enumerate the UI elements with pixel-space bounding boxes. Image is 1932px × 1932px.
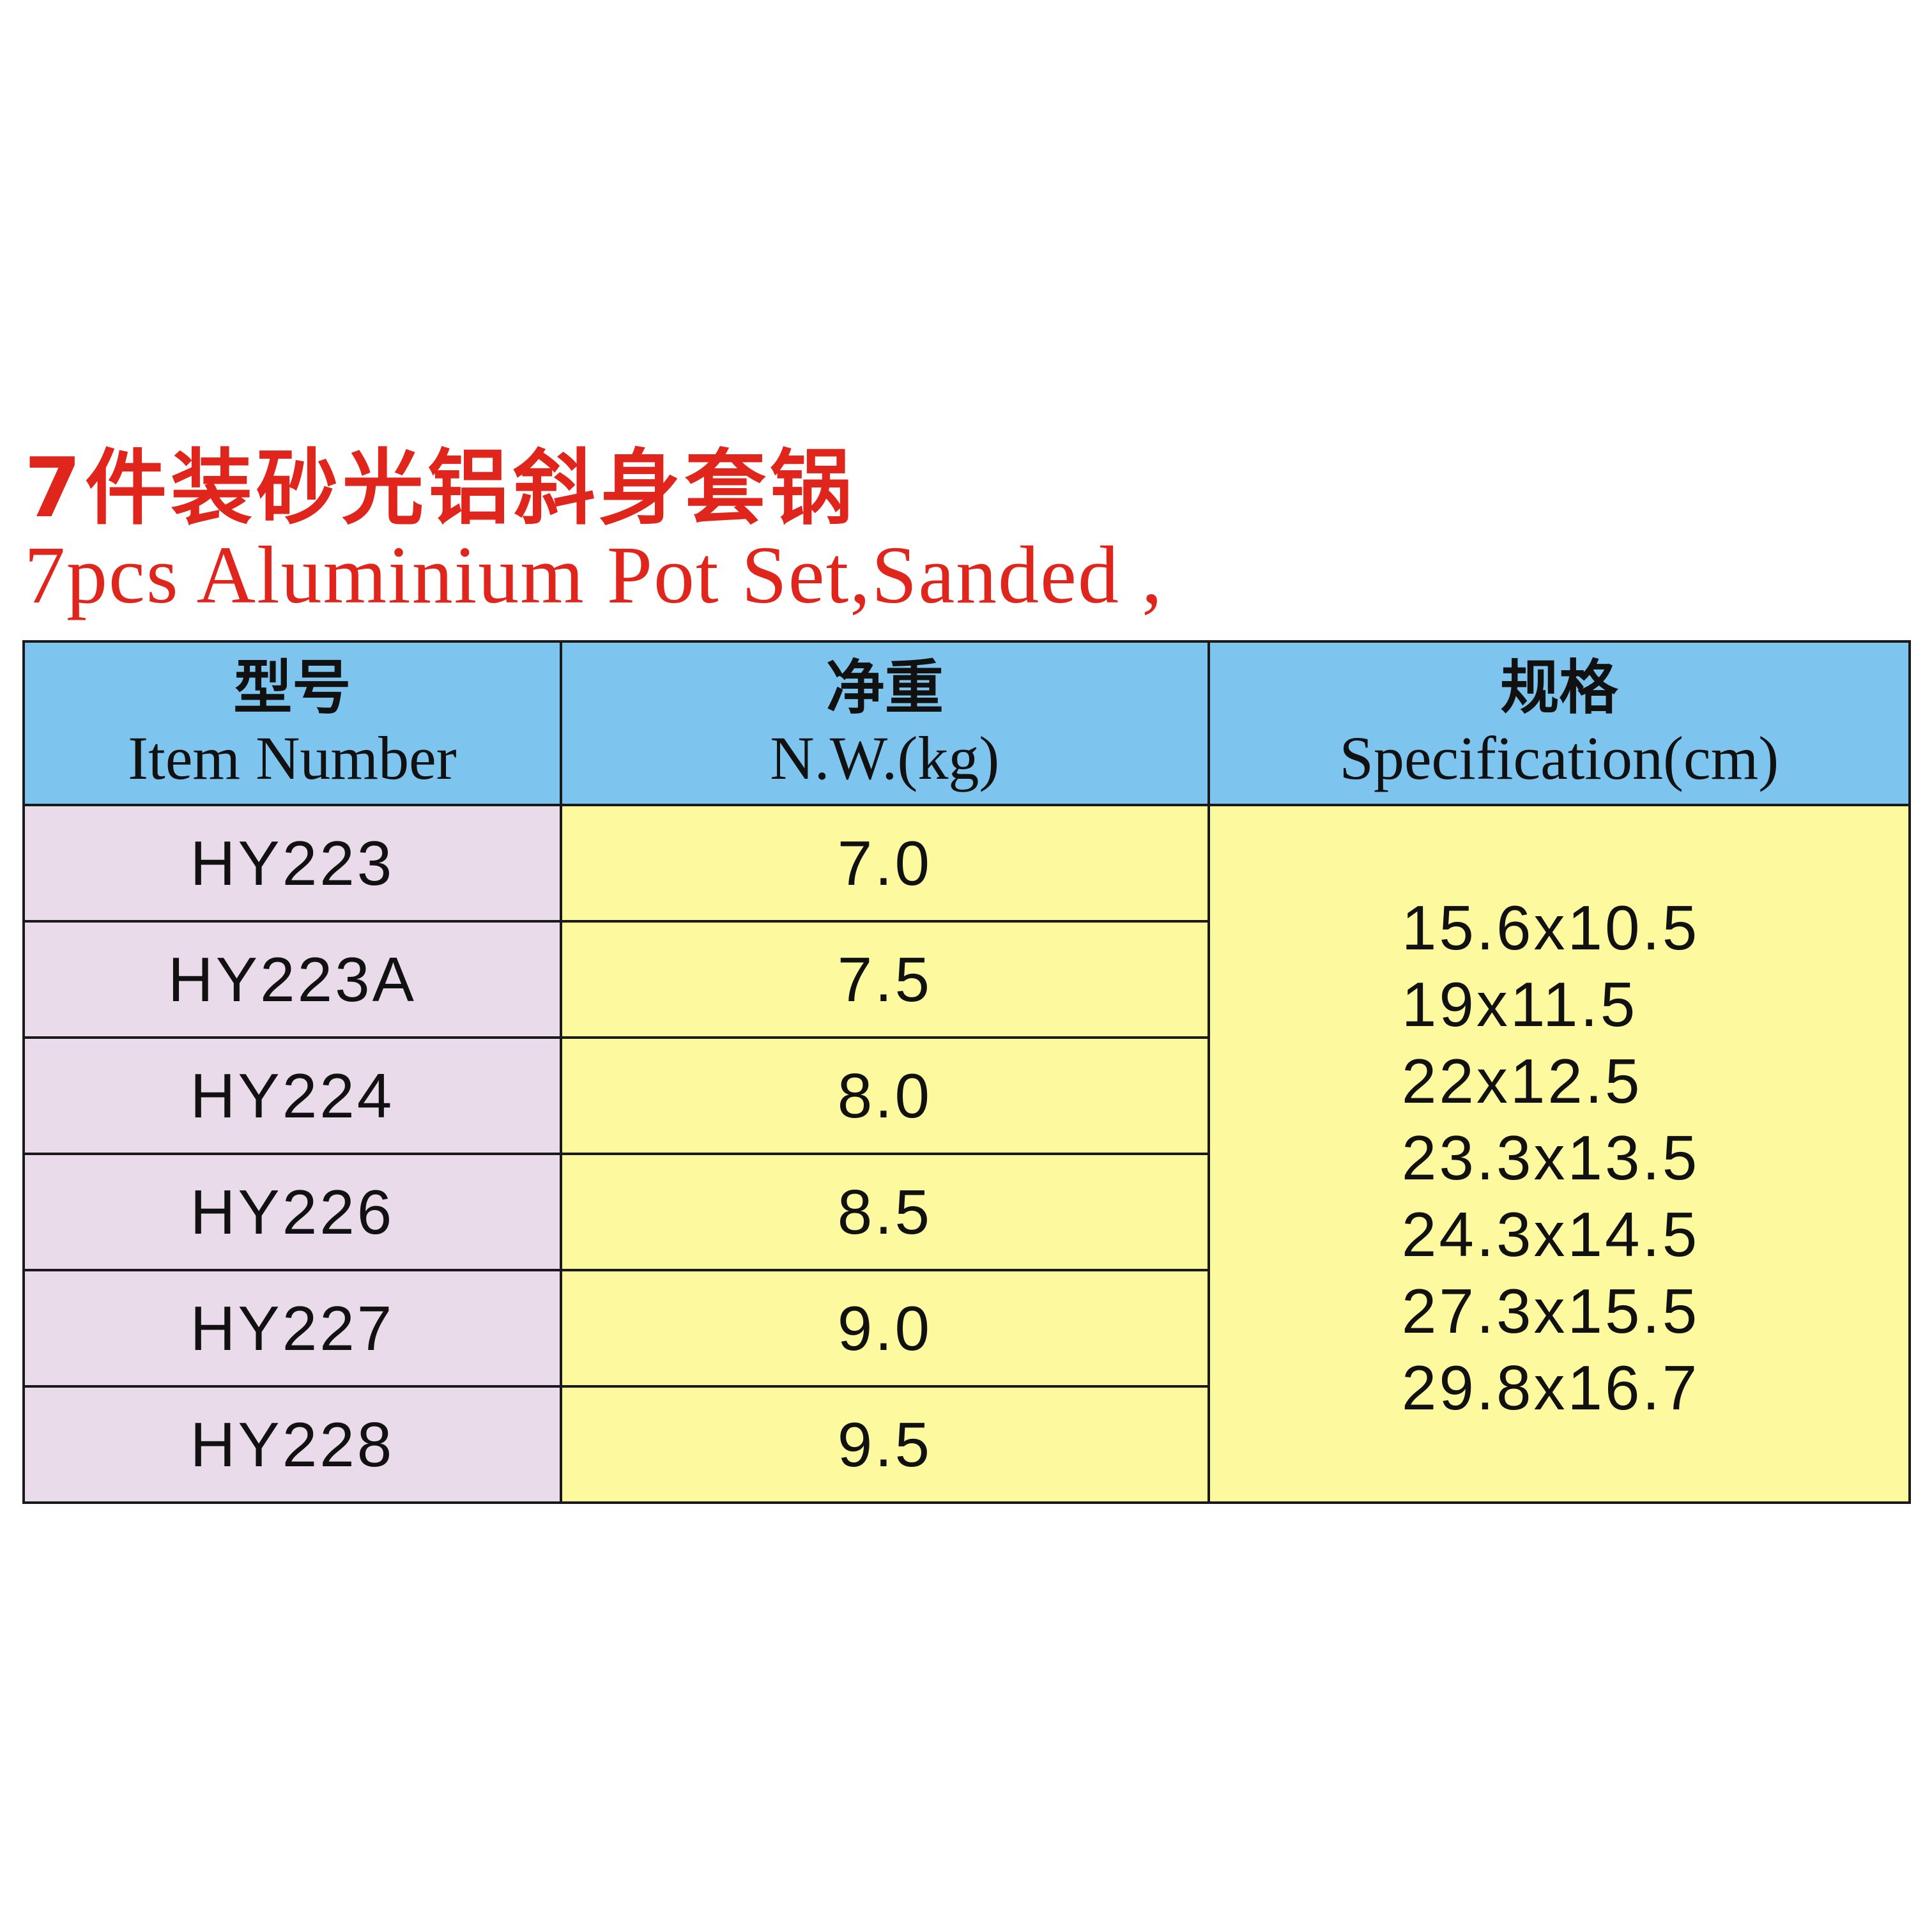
net-weight-cell: 9.5	[559, 1385, 1210, 1504]
net-weight-cell: 7.0	[559, 804, 1210, 923]
item-number-cell: HY226	[22, 1153, 562, 1271]
table-row: HY228 9.5	[22, 1385, 1910, 1504]
spec-item: 24.3x14.5	[1401, 1199, 1700, 1269]
spec-item: 15.6x10.5	[1401, 893, 1700, 963]
header-cn: 规格	[1500, 654, 1618, 722]
item-number-cell: HY223A	[22, 920, 562, 1039]
item-number-cell: HY227	[22, 1269, 562, 1388]
net-weight-cell: 8.5	[559, 1153, 1210, 1271]
net-weight-cell: 9.0	[559, 1269, 1210, 1388]
header-en: Item Number	[128, 724, 457, 792]
header-en: Specification(cm)	[1339, 724, 1779, 792]
title-english: 7pcs Aluminium Pot Set,Sanded ,	[24, 530, 1163, 620]
table-row: HY223 7.0 15.6x10.5 19x11.5 22x12.5 23.3…	[22, 804, 1912, 1504]
net-weight-cell: 7.5	[559, 920, 1210, 1039]
table-row: HY223A 7.5	[22, 920, 1910, 1039]
spec-item: 27.3x15.5	[1401, 1276, 1700, 1346]
item-number-cell: HY223	[22, 804, 562, 923]
net-weight-cell: 8.0	[559, 1036, 1210, 1155]
header-cn: 净重	[825, 654, 944, 722]
table-row: HY227 9.0	[22, 1269, 1910, 1388]
header-net-weight: 净重 N.W.(kg)	[559, 640, 1210, 806]
table-row: HY224 8.0	[22, 1036, 1910, 1155]
spec-item: 22x12.5	[1401, 1046, 1643, 1116]
product-table: 型号 Item Number 净重 N.W.(kg) 规格 Specification…	[22, 640, 1912, 1504]
header-cn: 型号	[233, 654, 351, 722]
header-item-number: 型号 Item Number	[22, 640, 562, 806]
header-en: N.W.(kg)	[770, 724, 1000, 792]
spec-item: 29.8x16.7	[1401, 1353, 1700, 1423]
spec-item: 23.3x13.5	[1401, 1123, 1700, 1193]
header-row: 型号 Item Number 净重 N.W.(kg) 规格 Specification…	[22, 640, 1912, 806]
title-chinese: 7件装砂光铝斜身套锅	[24, 441, 856, 536]
table-row: HY226 8.5	[22, 1153, 1910, 1271]
spec-item: 19x11.5	[1401, 969, 1638, 1039]
item-number-cell: HY228	[22, 1385, 562, 1504]
header-specification: 规格 Specification(cm)	[1207, 640, 1912, 806]
specification-cell: 15.6x10.5 19x11.5 22x12.5 23.3x13.5 24.3…	[1207, 804, 1912, 1504]
item-number-cell: HY224	[22, 1036, 562, 1155]
